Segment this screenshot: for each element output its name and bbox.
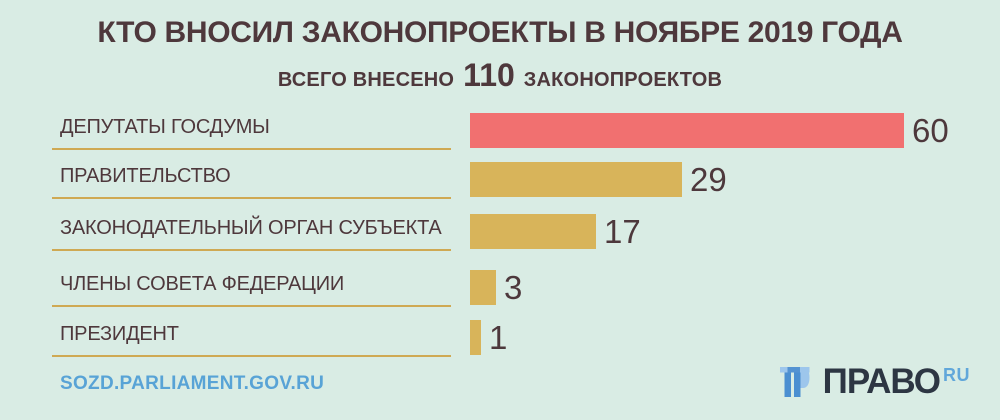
chart-row: ЗАКОНОДАТЕЛЬНЫЙ ОРГАН СУБЪЕКТА 17 [52,199,968,251]
chart-subtitle: ВСЕГО ВНЕСЕНО 110 ЗАКОНОПРОЕКТОВ [0,57,1000,94]
chart-row: ПРЕЗИДЕНТ 1 [52,307,968,357]
page-title: КТО ВНОСИЛ ЗАКОНОПРОЕКТЫ В НОЯБРЕ 2019 Г… [97,16,903,49]
bar-chart: ДЕПУТАТЫ ГОСДУМЫ 60 ПРАВИТЕЛЬСТВО 29 ЗАК… [52,106,968,357]
row-divider [52,355,451,357]
value-bar [470,320,481,355]
value-bar [470,214,596,249]
value-bar [470,270,496,305]
category-label: ЧЛЕНЫ СОВЕТА ФЕДЕРАЦИИ [60,273,345,295]
pravo-ru-logo: ПРАВО RU [779,362,970,401]
category-label: ДЕПУТАТЫ ГОСДУМЫ [60,116,270,138]
logo-suffix: RU [943,365,970,385]
row-divider [52,148,451,150]
category-label: ЗАКОНОДАТЕЛЬНЫЙ ОРГАН СУБЪЕКТА [60,217,442,239]
pravo-ru-logo-icon [779,367,810,397]
subtitle-prefix: ВСЕГО ВНЕСЕНО [277,69,455,91]
total-bills-count: 110 [463,57,515,93]
value-label: 60 [912,112,949,149]
category-label: ПРАВИТЕЛЬСТВО [60,165,231,187]
row-divider [52,197,451,199]
chart-row: ЧЛЕНЫ СОВЕТА ФЕДЕРАЦИИ 3 [52,251,968,307]
value-bar [470,113,904,148]
subtitle-suffix: ЗАКОНОПРОЕКТОВ [523,69,723,91]
category-label: ПРЕЗИДЕНТ [60,323,179,345]
row-divider [52,249,451,251]
value-label: 3 [504,269,523,306]
value-bar [470,162,682,197]
value-label: 29 [690,161,727,198]
row-divider [52,305,451,307]
chart-row: ДЕПУТАТЫ ГОСДУМЫ 60 [52,106,968,150]
logo-wordmark: ПРАВО [822,362,941,401]
source-link[interactable]: SOZD.PARLIAMENT.GOV.RU [60,373,325,394]
value-label: 17 [604,213,641,250]
chart-row: ПРАВИТЕЛЬСТВО 29 [52,150,968,199]
value-label: 1 [489,319,508,356]
